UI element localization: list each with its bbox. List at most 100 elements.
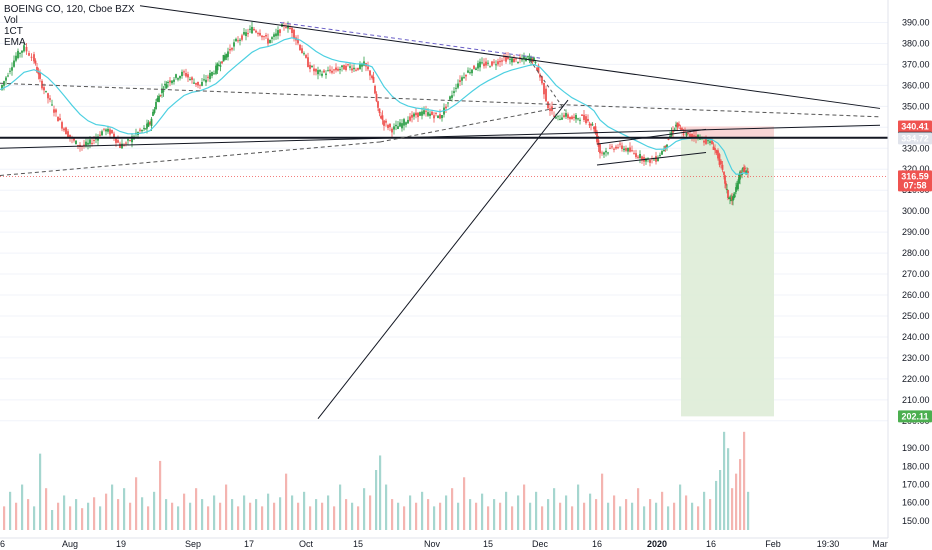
candle-body — [273, 34, 275, 37]
candle-body — [153, 109, 156, 113]
candle-body — [553, 115, 555, 117]
price-tick-label: 380.00 — [902, 38, 930, 48]
price-tick-label: 350.00 — [902, 101, 930, 111]
candle-body — [175, 74, 177, 78]
candle-body — [329, 69, 331, 72]
candle-body — [149, 122, 151, 125]
volume-bar — [219, 502, 222, 530]
candle-body — [559, 118, 561, 120]
candle-body — [536, 67, 538, 71]
volume-bar — [547, 499, 550, 530]
candle-body — [337, 68, 339, 71]
volume-bar — [165, 499, 168, 530]
candle-body — [367, 66, 369, 70]
candle-body — [199, 84, 201, 86]
candle-body — [720, 160, 722, 165]
candle-body — [585, 116, 587, 124]
candle-body — [9, 70, 11, 72]
candle-body — [635, 153, 637, 158]
candle-body — [159, 95, 162, 97]
candle-body — [739, 171, 741, 180]
candle-body — [150, 118, 153, 126]
candle-body — [473, 65, 475, 69]
candle-body — [447, 102, 449, 104]
candle-body — [439, 114, 441, 119]
candle-body — [309, 64, 311, 69]
candle-body — [241, 35, 243, 40]
candle-body — [351, 68, 353, 71]
candle-body — [73, 138, 75, 141]
candle-body — [734, 195, 736, 197]
candle-body — [313, 68, 315, 72]
volume-bar — [415, 502, 418, 530]
candle-body — [169, 80, 171, 83]
candle-body — [25, 46, 28, 52]
volume-bar — [601, 473, 604, 530]
candle-body — [185, 73, 187, 77]
candle-body — [479, 61, 481, 68]
candle-body — [672, 130, 674, 133]
candle-body — [667, 139, 670, 141]
candle-body — [343, 65, 345, 70]
candle-body — [171, 80, 173, 84]
price-tick-label: 260.00 — [902, 290, 930, 300]
candle-body — [493, 61, 495, 63]
volume-bar — [309, 506, 312, 530]
symbol-title[interactable]: BOEING CO, 120, Cboe BZX — [4, 4, 135, 15]
volume-bar — [195, 488, 198, 530]
candle-body — [703, 140, 705, 143]
candle-body — [249, 28, 251, 30]
candle-body — [125, 142, 127, 144]
candle-body — [265, 35, 267, 37]
candle-body — [445, 106, 447, 109]
volume-bar — [321, 502, 324, 530]
candle-body — [746, 171, 748, 173]
volume-bar — [297, 502, 300, 530]
volume-bar — [493, 499, 496, 530]
candle-body — [109, 129, 111, 135]
candle-body — [530, 57, 532, 62]
profit-target-zone — [681, 138, 774, 417]
price-tick-label: 330.00 — [902, 143, 930, 153]
volume-bar — [667, 506, 670, 530]
candle-body — [297, 38, 299, 44]
volume-bar — [583, 502, 586, 530]
candle-body — [627, 147, 629, 152]
volume-bar — [523, 484, 526, 530]
candle-body — [591, 124, 594, 126]
price-axis[interactable]: 390.00380.00370.00360.00350.00340.00330.… — [887, 0, 930, 538]
volume-bar — [267, 493, 270, 530]
candle-body — [735, 187, 737, 193]
candle-body — [503, 56, 505, 58]
candle-body — [469, 72, 471, 74]
candle-body — [269, 39, 271, 43]
candle-body — [335, 67, 337, 71]
candle-body — [449, 96, 451, 100]
price-tag-label: 316.59 — [901, 171, 929, 181]
candle-body — [87, 142, 89, 145]
volume-bar — [303, 491, 306, 530]
volume-bar — [147, 506, 150, 530]
volume-bar — [595, 499, 598, 530]
price-tick-label: 220.00 — [902, 374, 930, 384]
candle-body — [307, 57, 309, 68]
candle-body — [573, 116, 575, 118]
time-axis[interactable]: 16 Aug 19 Sep 17 Oct 15 Nov 15 Dec 16 2020 16 Feb 19:3… — [0, 537, 888, 549]
candle-body — [617, 147, 619, 149]
candle-body — [693, 135, 695, 137]
volume-bar — [207, 506, 210, 530]
volume-bar — [391, 499, 394, 530]
candle-body — [341, 65, 343, 68]
candle-body — [724, 175, 726, 184]
volume-indicator-label[interactable]: Vol — [4, 15, 18, 26]
time-tick-label: Nov — [424, 539, 441, 549]
candle-body — [369, 70, 371, 76]
candle-body — [229, 49, 231, 51]
volume-bar — [339, 484, 342, 530]
ema-indicator-label[interactable]: EMA — [4, 37, 26, 48]
candle-body — [13, 60, 15, 67]
candle-body — [453, 91, 455, 93]
candle-body — [657, 157, 659, 161]
volume-bar — [291, 495, 294, 530]
candle-body — [211, 71, 213, 76]
